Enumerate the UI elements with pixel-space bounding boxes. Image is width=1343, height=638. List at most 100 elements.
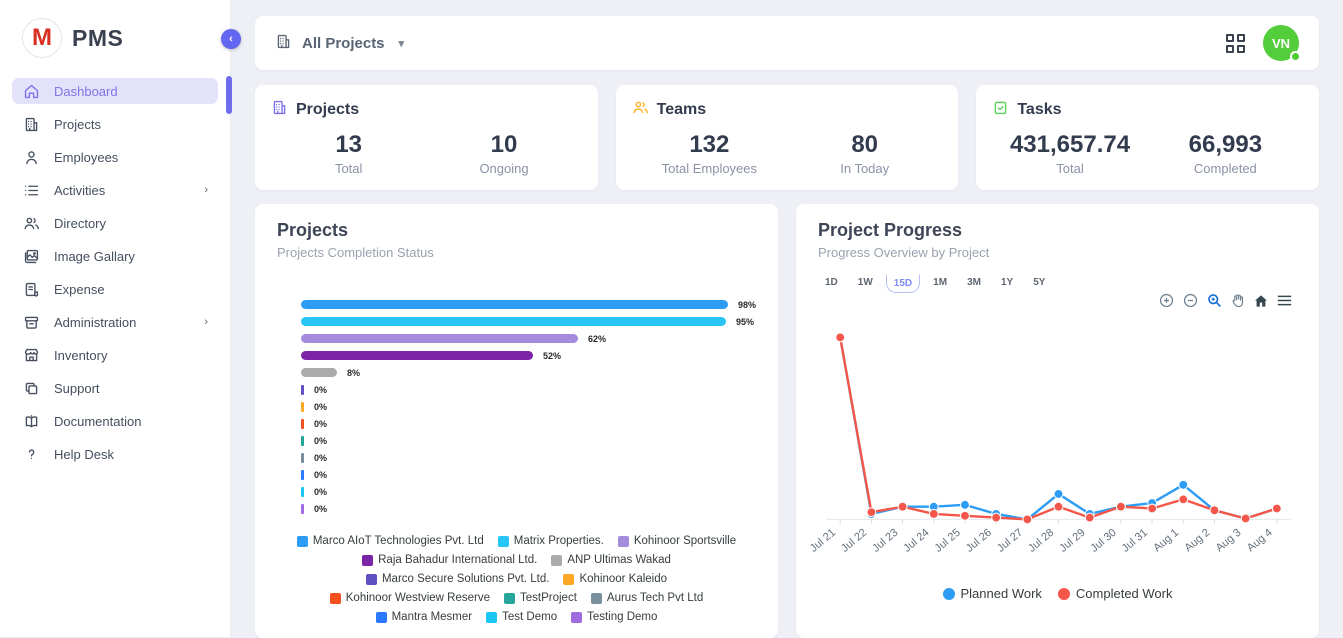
sidebar-item-label: Activities bbox=[54, 182, 106, 198]
legend-item[interactable]: Test Demo bbox=[486, 611, 557, 623]
pan-icon[interactable] bbox=[1230, 293, 1246, 309]
sidebar-item-support[interactable]: Support bbox=[12, 375, 218, 401]
person-icon bbox=[22, 148, 40, 166]
bar-fill bbox=[301, 351, 533, 360]
bar-value-label: 0% bbox=[314, 418, 328, 429]
bar-fill bbox=[301, 418, 304, 429]
legend-item[interactable]: Aurus Tech Pvt Ltd bbox=[590, 592, 703, 604]
bar-row[interactable]: 0% bbox=[301, 398, 756, 415]
list-icon bbox=[22, 181, 40, 199]
sidebar-item-dashboard[interactable]: Dashboard bbox=[12, 78, 218, 104]
legend-item[interactable]: ANP Ultimas Wakad bbox=[551, 554, 671, 566]
x-tick-label: Jul 26 bbox=[964, 527, 994, 555]
projects-chart-card: Projects Projects Completion Status 98% 9… bbox=[255, 204, 778, 638]
range-button-3m[interactable]: 3M bbox=[967, 277, 981, 288]
data-point bbox=[1271, 503, 1282, 514]
legend-item[interactable]: Kohinoor Kaleido bbox=[563, 573, 667, 585]
sidebar-scrollbar-thumb[interactable] bbox=[226, 76, 232, 114]
sidebar-item-directory[interactable]: Directory bbox=[12, 210, 218, 236]
legend-item[interactable]: Planned Work bbox=[942, 586, 1042, 601]
progress-line-chart[interactable]: Jul 21 Jul 22 Jul 23 Jul 24 Jul 25 Jul 26 Jul … bbox=[806, 316, 1305, 586]
legend-item[interactable]: Marco AIoT Technologies Pvt. Ltd bbox=[296, 535, 484, 547]
legend-label: Planned Work bbox=[960, 586, 1042, 601]
data-point bbox=[1084, 512, 1095, 523]
reset-home-icon[interactable] bbox=[1253, 293, 1269, 309]
legend-item[interactable]: Mantra Mesmer bbox=[375, 611, 472, 623]
data-point bbox=[1178, 494, 1189, 505]
sidebar-item-administration[interactable]: Administration › bbox=[12, 309, 218, 335]
sidebar-item-image-gallary[interactable]: Image Gallary bbox=[12, 243, 218, 269]
sidebar-item-projects[interactable]: Projects bbox=[12, 111, 218, 137]
bar-row[interactable]: 52% bbox=[301, 347, 756, 364]
bar-row[interactable]: 98% bbox=[301, 296, 756, 313]
project-filter-dropdown[interactable]: All Projects ▾ bbox=[275, 33, 404, 54]
stat-label: Total bbox=[1056, 160, 1084, 176]
bar-row[interactable]: 0% bbox=[301, 415, 756, 432]
bar-row[interactable]: 0% bbox=[301, 483, 756, 500]
data-point bbox=[1053, 488, 1064, 499]
sidebar-item-label: Support bbox=[54, 380, 100, 396]
legend-item[interactable]: Matrix Properties. bbox=[497, 535, 604, 547]
bar-row[interactable]: 0% bbox=[301, 466, 756, 483]
range-button-15d[interactable]: 15D bbox=[885, 274, 921, 293]
legend-item[interactable]: Testing Demo bbox=[571, 611, 657, 623]
zoom-in-icon[interactable] bbox=[1158, 292, 1175, 309]
sidebar-collapse-button[interactable]: ‹ bbox=[221, 29, 241, 49]
stat-value: 66,993 bbox=[1188, 131, 1263, 158]
bar-row[interactable]: 0% bbox=[301, 449, 756, 466]
range-button-5y[interactable]: 5Y bbox=[1033, 277, 1046, 288]
bar-fill bbox=[301, 503, 304, 514]
bar-row[interactable]: 0% bbox=[301, 381, 756, 398]
avatar[interactable]: VN bbox=[1263, 25, 1301, 62]
bar-row[interactable]: 0% bbox=[301, 500, 756, 517]
bar-value-label: 0% bbox=[314, 486, 328, 497]
bar-row[interactable]: 8% bbox=[301, 364, 756, 381]
legend-item[interactable]: TestProject bbox=[504, 592, 577, 604]
sidebar: M PMS Dashboard Projects Employees Activiti… bbox=[0, 0, 231, 637]
archive-icon bbox=[22, 313, 40, 331]
sidebar-item-documentation[interactable]: Documentation bbox=[12, 408, 218, 434]
bar-row[interactable]: 62% bbox=[301, 330, 756, 347]
stat-card-teams: Teams 132 Total Employees 80 In Today bbox=[615, 85, 959, 190]
copy-icon bbox=[22, 379, 40, 397]
legend-item[interactable]: Raja Bahadur International Ltd. bbox=[362, 554, 537, 566]
x-tick-label: Jul 27 bbox=[995, 527, 1025, 555]
topbar: All Projects ▾ VN bbox=[255, 16, 1319, 70]
stats-row: Projects 13 Total 10 Ongoing Teams 132 Total… bbox=[255, 85, 1320, 190]
line-chart-legend: Planned Work Completed Work bbox=[796, 586, 1319, 601]
sidebar-item-help-desk[interactable]: Help Desk bbox=[12, 441, 218, 467]
legend-label: Kohinoor Kaleido bbox=[579, 573, 668, 585]
menu-icon[interactable] bbox=[1276, 293, 1293, 308]
sidebar-item-inventory[interactable]: Inventory bbox=[12, 342, 218, 368]
legend-item[interactable]: Completed Work bbox=[1057, 586, 1173, 601]
people-icon bbox=[632, 99, 649, 121]
legend-item[interactable]: Kohinoor Sportsville bbox=[617, 535, 736, 547]
sidebar-item-employees[interactable]: Employees bbox=[12, 144, 218, 170]
bar-chart-legend: Marco AIoT Technologies Pvt. Ltd Matrix … bbox=[277, 535, 756, 623]
sidebar-item-label: Expense bbox=[54, 281, 105, 297]
range-button-1y[interactable]: 1Y bbox=[1000, 277, 1014, 288]
bar-row[interactable]: 0% bbox=[301, 432, 756, 449]
sidebar-item-activities[interactable]: Activities › bbox=[12, 177, 218, 203]
zoom-out-icon[interactable] bbox=[1182, 292, 1199, 309]
data-point bbox=[1022, 514, 1033, 525]
legend-label: ANP Ultimas Wakad bbox=[567, 554, 671, 566]
bar-fill bbox=[301, 486, 304, 497]
x-tick-label: Aug 4 bbox=[1245, 527, 1275, 555]
data-point bbox=[960, 499, 970, 510]
legend-item[interactable]: Kohinoor Westview Reserve bbox=[329, 592, 490, 604]
range-button-1m[interactable]: 1M bbox=[933, 277, 948, 288]
range-button-1d[interactable]: 1D bbox=[825, 277, 838, 288]
range-button-1w[interactable]: 1W bbox=[857, 277, 873, 288]
bar-fill bbox=[301, 435, 304, 446]
legend-item[interactable]: Marco Secure Solutions Pvt. Ltd. bbox=[365, 573, 549, 585]
bar-row[interactable]: 95% bbox=[301, 313, 756, 330]
apps-grid-icon[interactable] bbox=[1226, 33, 1245, 53]
selection-zoom-icon[interactable] bbox=[1206, 292, 1223, 309]
stat-card-title: Projects bbox=[296, 101, 360, 118]
bar-value-label: 52% bbox=[543, 350, 562, 361]
bar-value-label: 8% bbox=[347, 367, 361, 378]
x-tick-label: Aug 1 bbox=[1151, 527, 1181, 555]
sidebar-item-expense[interactable]: Expense bbox=[12, 276, 218, 302]
stat-label: Total Employees bbox=[661, 160, 758, 176]
